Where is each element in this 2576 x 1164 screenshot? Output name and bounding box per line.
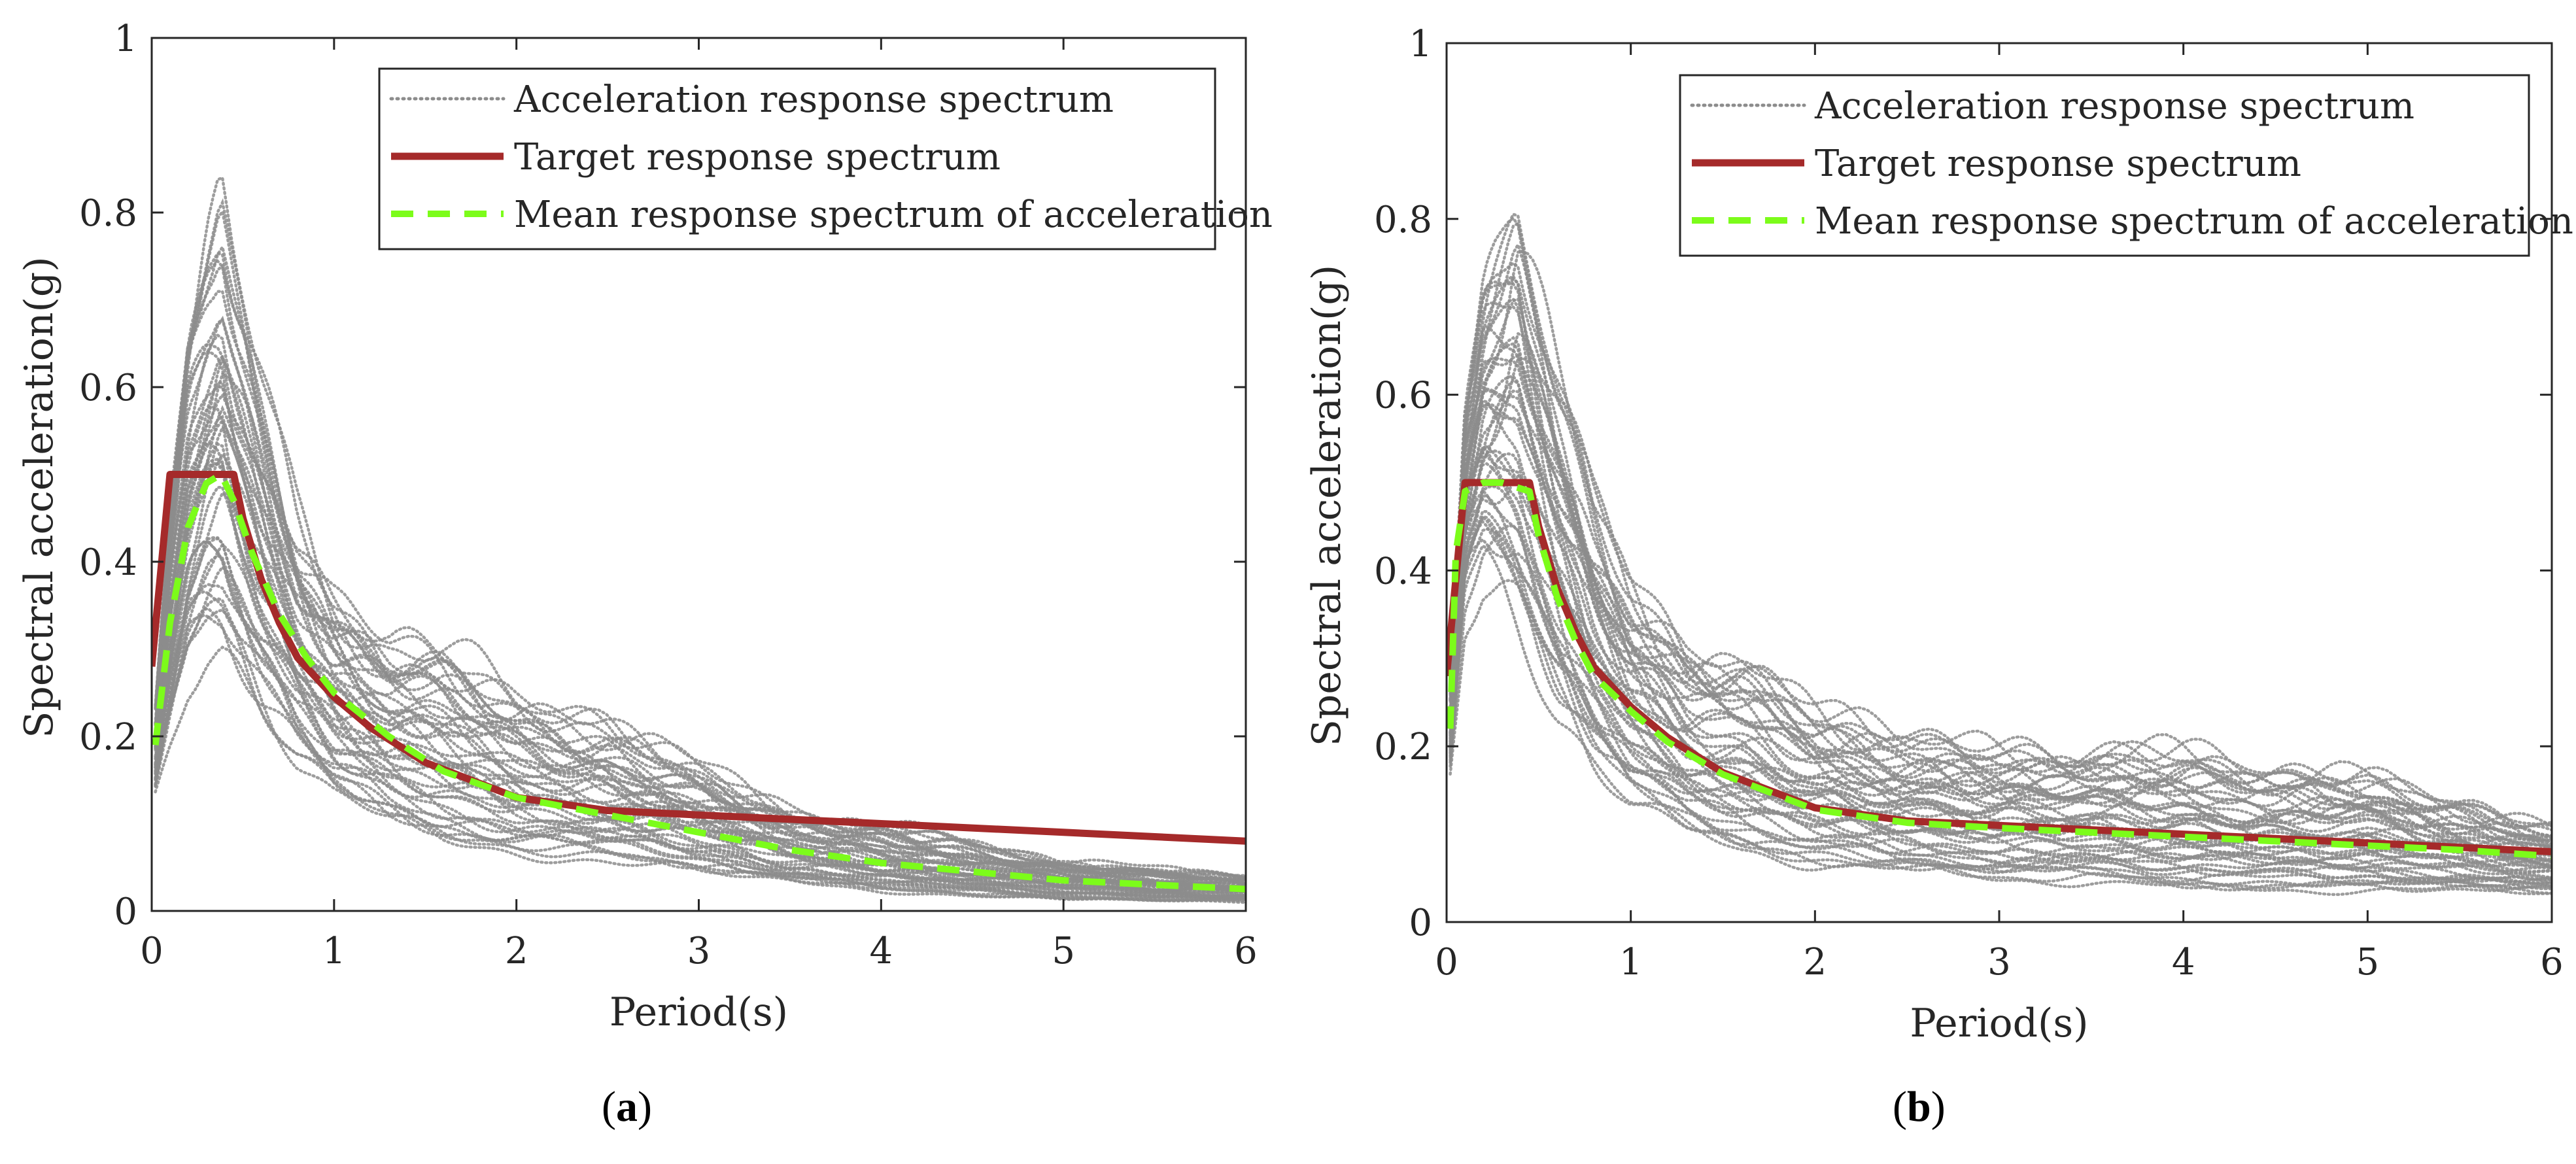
caption-b: (b) <box>1893 1083 1946 1131</box>
spectrum-line <box>154 451 1246 892</box>
caption-b-label: b <box>1906 1083 1931 1131</box>
x-tick-label: 5 <box>1052 930 1075 972</box>
legend-label: Target response spectrum <box>514 136 1001 179</box>
spectrum-line <box>1449 579 2552 895</box>
y-axis-label: Spectral acceleration(g) <box>16 256 62 738</box>
spectrum-line <box>154 424 1246 892</box>
mean-spectrum-line <box>1447 479 2552 860</box>
x-tick-label: 4 <box>870 930 893 972</box>
legend: Acceleration response spectrum Target res… <box>378 67 1273 250</box>
chart-a: 0 1 2 3 4 5 6 0 0.2 0.4 0.6 0.8 1 Period(s) Spectral a… <box>16 18 1273 1035</box>
spectrum-line <box>154 392 1246 885</box>
y-tick-label: 0 <box>114 891 137 933</box>
spectrum-line <box>154 175 1246 882</box>
x-tick-label: 3 <box>1987 941 2011 984</box>
spectrum-line <box>154 554 1246 900</box>
spectrum-line <box>154 590 1246 899</box>
spectrum-line <box>154 441 1246 891</box>
spectrum-line <box>1449 280 2552 830</box>
x-axis-label: Period(s) <box>610 989 788 1035</box>
y-tick-label: 1 <box>1409 23 1432 65</box>
spectrum-line <box>154 613 1246 900</box>
x-tick-label: 5 <box>2356 941 2380 984</box>
mean-spectrum-line <box>152 471 1246 893</box>
spectrum-line <box>154 290 1246 883</box>
legend: Acceleration response spectrum Target res… <box>1679 74 2573 257</box>
panel-b: 0 1 2 3 4 5 6 0 0.2 0.4 0.6 0.8 1 Period(s) Spectral a… <box>1288 0 2576 1164</box>
legend-label: Acceleration response spectrum <box>1814 85 2414 128</box>
legend-label: Mean response spectrum of acceleration <box>514 194 1273 236</box>
y-tick-label: 0.2 <box>79 716 137 759</box>
spectrum-line <box>154 342 1246 882</box>
spectrum-line <box>154 415 1246 890</box>
y-tick-label: 0.6 <box>79 367 137 409</box>
spectrum-line <box>1449 378 2552 866</box>
spectrum-line <box>1449 462 2552 875</box>
y-tick-label: 0.8 <box>1374 199 1432 241</box>
x-tick-label: 2 <box>505 930 528 972</box>
x-tick-label: 6 <box>1234 930 1258 972</box>
x-tick-label: 4 <box>2172 941 2195 984</box>
spectrum-line <box>1449 399 2552 860</box>
spectrum-line <box>1449 301 2552 845</box>
x-tick-label: 0 <box>1435 941 1458 984</box>
x-tick-label: 2 <box>1804 941 1827 984</box>
legend-box <box>378 67 1216 250</box>
acceleration-spectra-band <box>154 175 1246 904</box>
y-tick-label: 0.6 <box>1374 375 1432 417</box>
spectrum-line <box>1449 452 2552 869</box>
legend-label: Target response spectrum <box>1815 143 2301 185</box>
y-tick-label: 0 <box>1409 902 1432 944</box>
y-axis-label: Spectral acceleration(g) <box>1304 265 1350 746</box>
y-tick-label: 0.4 <box>79 541 137 584</box>
spectrum-line <box>1449 250 2552 827</box>
spectrum-line <box>154 352 1246 891</box>
spectrum-line <box>1449 277 2552 849</box>
legend-label: Mean response spectrum of acceleration <box>1815 200 2573 243</box>
caption-a-label: a <box>615 1083 638 1131</box>
spectrum-line <box>154 207 1246 880</box>
spectrum-line <box>1449 332 2552 848</box>
x-tick-label: 3 <box>687 930 711 972</box>
y-tick-label: 0.2 <box>1374 726 1432 768</box>
spectrum-line <box>154 539 1246 895</box>
y-tick-label: 1 <box>114 18 137 60</box>
acceleration-spectra-band <box>1449 212 2552 897</box>
chart-b: 0 1 2 3 4 5 6 0 0.2 0.4 0.6 0.8 1 Period(s) Spectral a… <box>1304 23 2573 1046</box>
target-spectrum-line <box>152 471 1246 845</box>
spectrum-line <box>154 608 1246 903</box>
caption-a: (a) <box>602 1083 652 1131</box>
x-tick-label: 6 <box>2540 941 2564 984</box>
x-tick-label: 0 <box>140 930 163 972</box>
panel-a: 0 1 2 3 4 5 6 0 0.2 0.4 0.6 0.8 1 Period(s) Spectral a… <box>16 18 1273 1131</box>
legend-box <box>1679 74 2530 257</box>
x-axis-label: Period(s) <box>1910 1001 2088 1046</box>
x-tick-label: 1 <box>322 930 346 972</box>
y-tick-label: 0.4 <box>1374 550 1432 592</box>
spectrum-line <box>1449 221 2552 842</box>
spectrum-line <box>1449 216 2552 828</box>
x-tick-label: 1 <box>1619 941 1643 984</box>
spectrum-line <box>1449 543 2552 897</box>
legend-label: Acceleration response spectrum <box>513 78 1114 121</box>
y-tick-label: 0.8 <box>79 192 137 235</box>
